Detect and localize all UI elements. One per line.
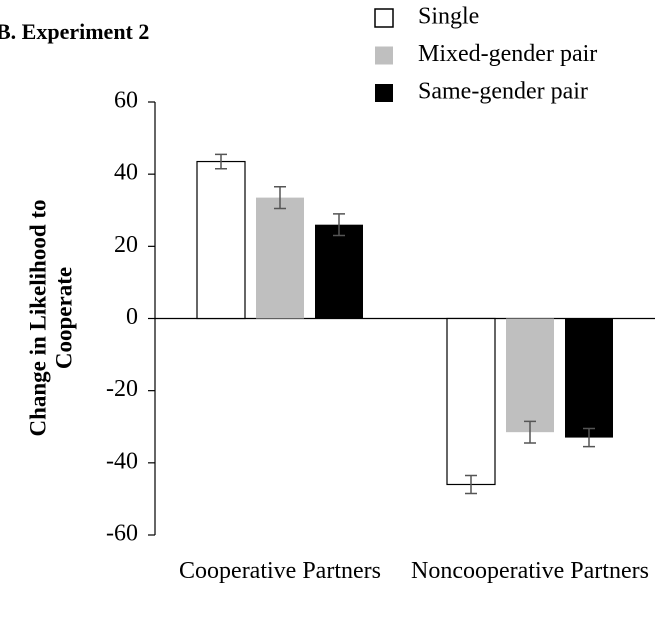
error-bar <box>524 420 536 444</box>
y-tick-label: 0 <box>126 304 138 330</box>
y-tick-label: 20 <box>114 232 138 258</box>
bar <box>196 160 246 320</box>
chart-title: B. Experiment 2 <box>0 19 149 44</box>
y-tick-label: 40 <box>114 160 138 186</box>
error-bar <box>333 213 345 237</box>
y-tick-label: 60 <box>114 88 138 114</box>
y-tick-label: -20 <box>106 376 138 402</box>
legend-swatch <box>374 8 394 28</box>
x-tick-label: Cooperative Partners <box>179 558 381 584</box>
bar <box>446 317 496 486</box>
bar <box>315 224 363 319</box>
y-label: Change in Likelihood to Cooperate <box>25 199 76 436</box>
x-tick-label: Noncooperative Partners <box>411 558 649 584</box>
legend-swatch <box>375 46 393 65</box>
y-tick-label: -40 <box>106 448 138 474</box>
y-label-line: Cooperate <box>51 267 76 369</box>
y-label-line: Change in Likelihood to <box>25 199 50 436</box>
error-bar <box>583 427 595 448</box>
bar <box>256 197 304 319</box>
error-bar <box>215 153 227 170</box>
legend-label: Single <box>418 4 479 30</box>
legend-swatch <box>375 84 393 102</box>
bar <box>506 318 554 433</box>
error-bar <box>274 186 286 210</box>
y-tick-label: -60 <box>106 521 138 547</box>
bar <box>565 318 613 438</box>
error-bar <box>465 474 477 495</box>
legend-label: Mixed-gender pair <box>418 41 597 67</box>
legend-label: Same-gender pair <box>418 79 588 105</box>
